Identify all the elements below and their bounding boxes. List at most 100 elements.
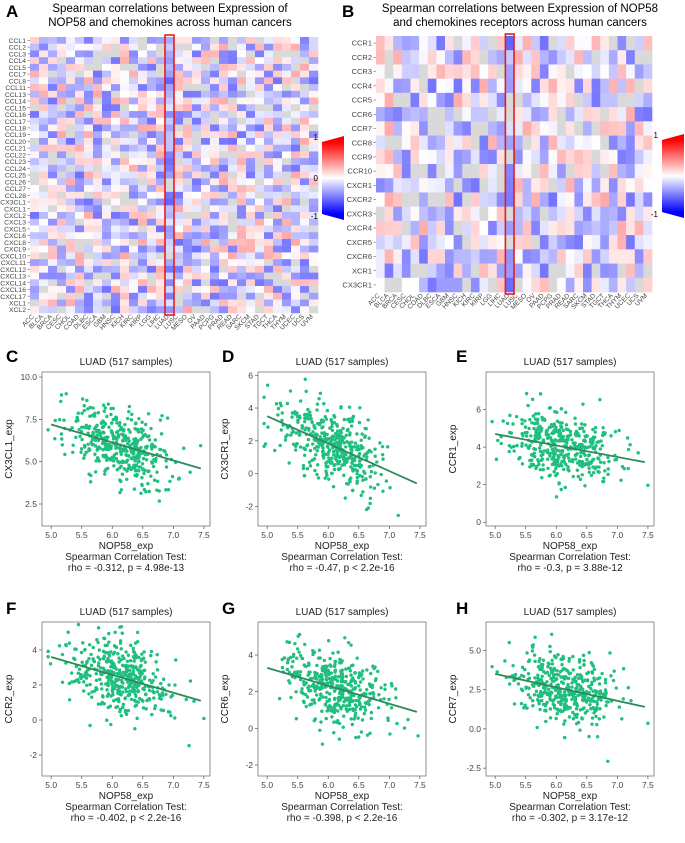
heatmap-cell xyxy=(120,111,130,119)
scatter-point xyxy=(349,465,353,469)
scatter-point xyxy=(525,651,529,655)
scatter-point xyxy=(120,654,125,658)
scatter-point xyxy=(365,450,370,455)
heatmap-cell xyxy=(246,117,256,125)
scatter-point xyxy=(97,648,101,652)
scatter-point xyxy=(295,647,300,651)
heatmap-cell xyxy=(309,124,319,132)
heatmap-cell xyxy=(84,212,94,220)
scatter-point xyxy=(530,649,535,653)
heatmap-cell xyxy=(600,220,610,236)
scatter-point xyxy=(347,666,352,671)
heatmap-cell xyxy=(30,158,40,166)
heatmap-cell xyxy=(201,50,211,58)
scatter-y-axis-label: CX3CR1_exp xyxy=(220,418,231,480)
scatter-point xyxy=(96,664,101,668)
heatmap-cell xyxy=(75,164,85,172)
heatmap-cell xyxy=(183,191,193,199)
heatmap-a: CCL1CCL2CCL3CCL4CCL5CCL7CCL8CCL11CCL13CC… xyxy=(0,34,319,332)
scatter-point xyxy=(151,679,155,683)
heatmap-cell xyxy=(129,37,139,45)
heatmap-cell xyxy=(147,97,157,105)
scatter-point xyxy=(101,666,106,671)
heatmap-cell xyxy=(617,235,627,250)
scatter-point xyxy=(107,631,111,636)
scatter-point xyxy=(115,421,119,425)
heatmap-cell xyxy=(84,57,94,65)
heatmap-cell xyxy=(479,178,489,193)
scatter-point xyxy=(322,669,326,673)
heatmap-cell xyxy=(201,299,211,307)
heatmap-cell xyxy=(219,212,229,220)
heatmap-cell xyxy=(505,78,515,94)
heatmap-cell xyxy=(183,212,193,220)
scatter-point xyxy=(546,664,550,669)
heatmap-cell xyxy=(282,43,292,51)
scatter-point xyxy=(121,705,125,710)
heatmap-cell xyxy=(183,124,193,132)
scatter-point xyxy=(365,687,369,692)
heatmap-cell xyxy=(84,259,94,267)
scatter-point xyxy=(330,436,334,440)
heatmap-cell xyxy=(156,117,166,125)
scatter-point xyxy=(367,702,371,707)
scatter-point xyxy=(567,659,571,663)
heatmap-cell xyxy=(228,225,238,233)
heatmap-cell xyxy=(246,238,256,246)
scatter-point xyxy=(598,397,602,402)
scatter-point xyxy=(525,434,529,438)
heatmap-cell xyxy=(264,144,274,152)
heatmap-cell xyxy=(255,205,265,213)
scatter-point xyxy=(562,704,566,708)
heatmap-cell xyxy=(445,178,454,193)
scatter-point xyxy=(551,702,555,706)
heatmap-cell xyxy=(591,220,601,236)
heatmap-cell xyxy=(48,225,58,233)
heatmap-cell xyxy=(453,107,463,122)
heatmap-cell xyxy=(57,131,67,139)
scatter-point xyxy=(578,728,582,732)
heatmap-cell xyxy=(565,235,575,250)
scatter-point xyxy=(569,692,573,697)
scatter-point xyxy=(301,466,306,471)
scatter-point xyxy=(523,431,527,435)
heatmap-cell xyxy=(57,117,67,125)
heatmap-cell xyxy=(39,124,49,132)
scatter-point xyxy=(161,677,166,681)
scatter-point xyxy=(77,427,81,432)
scatter-point xyxy=(343,496,347,500)
heatmap-cell xyxy=(111,185,121,193)
heatmap-cell xyxy=(57,124,67,132)
heatmap-cell xyxy=(210,245,220,253)
heatmap-cell xyxy=(201,90,211,98)
scatter-point xyxy=(289,433,293,437)
heatmap-a-title-line2: NOP58 and chemokines across human cancer… xyxy=(48,17,292,29)
heatmap-cell xyxy=(255,63,265,71)
scatter-point xyxy=(347,703,352,708)
heatmap-cell xyxy=(156,124,166,132)
scatter-point xyxy=(155,479,160,483)
scatter-point xyxy=(535,421,540,426)
heatmap-cell xyxy=(165,164,175,172)
scatter-point xyxy=(340,451,344,455)
scatter-point xyxy=(350,419,355,423)
heatmap-cell xyxy=(291,191,301,199)
scatter-point xyxy=(600,671,604,676)
scatter-point xyxy=(151,464,156,469)
scatter-point xyxy=(126,653,131,657)
heatmap-cell xyxy=(57,279,67,287)
scatter-point xyxy=(365,668,369,672)
scatter-point xyxy=(561,434,566,439)
heatmap-cell xyxy=(557,164,567,179)
heatmap-cell xyxy=(93,306,103,314)
heatmap-cell xyxy=(300,131,310,139)
heatmap-cell xyxy=(626,78,636,94)
heatmap-cell xyxy=(617,149,627,165)
heatmap-cell xyxy=(291,151,301,159)
heatmap-cell xyxy=(436,220,446,236)
heatmap-b-title-line1: Spearman correlations between Expression… xyxy=(382,3,658,15)
heatmap-cell xyxy=(57,50,67,58)
heatmap-cell xyxy=(57,272,67,280)
scatter-test-label: Spearman Correlation Test: xyxy=(281,802,403,813)
heatmap-cell xyxy=(393,50,403,65)
